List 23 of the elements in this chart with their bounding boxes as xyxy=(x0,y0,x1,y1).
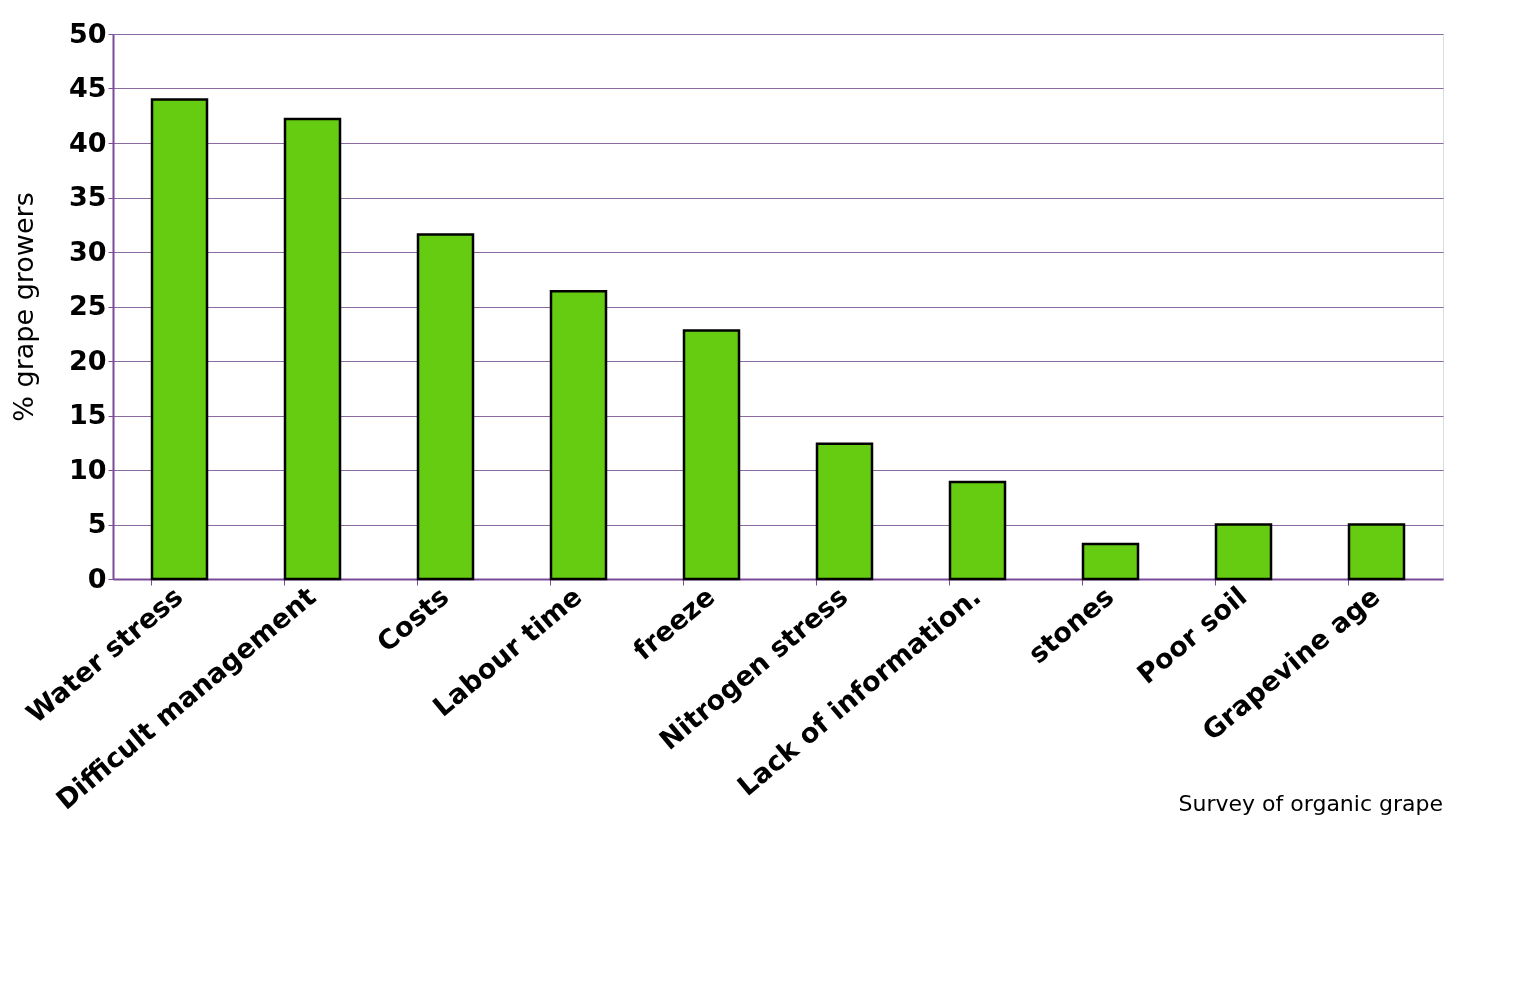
y-tick-label: 40 xyxy=(68,126,107,158)
bar xyxy=(416,233,475,581)
bar xyxy=(549,289,608,581)
bar xyxy=(682,329,741,581)
y-tick-label: 10 xyxy=(68,453,107,485)
y-tick-label: 50 xyxy=(68,17,107,49)
y-tick-label: 30 xyxy=(68,235,107,267)
bar xyxy=(815,442,874,581)
y-axis-title: % grape growers xyxy=(7,192,39,422)
bar xyxy=(1347,523,1406,581)
bar xyxy=(1214,523,1273,581)
y-tick-label: 0 xyxy=(87,562,107,594)
y-tick-label: 5 xyxy=(87,508,107,539)
y-tick-label: 25 xyxy=(68,290,107,321)
y-tick-label: 35 xyxy=(68,181,107,212)
bar xyxy=(283,117,342,581)
y-tick-label: 15 xyxy=(68,399,107,430)
y-tick-label: 45 xyxy=(68,72,107,103)
text: Survey of organic grape xyxy=(1178,791,1443,817)
y-tick-label: 20 xyxy=(68,344,107,376)
bar xyxy=(948,480,1007,581)
bar xyxy=(150,98,209,581)
bar xyxy=(1081,542,1140,581)
